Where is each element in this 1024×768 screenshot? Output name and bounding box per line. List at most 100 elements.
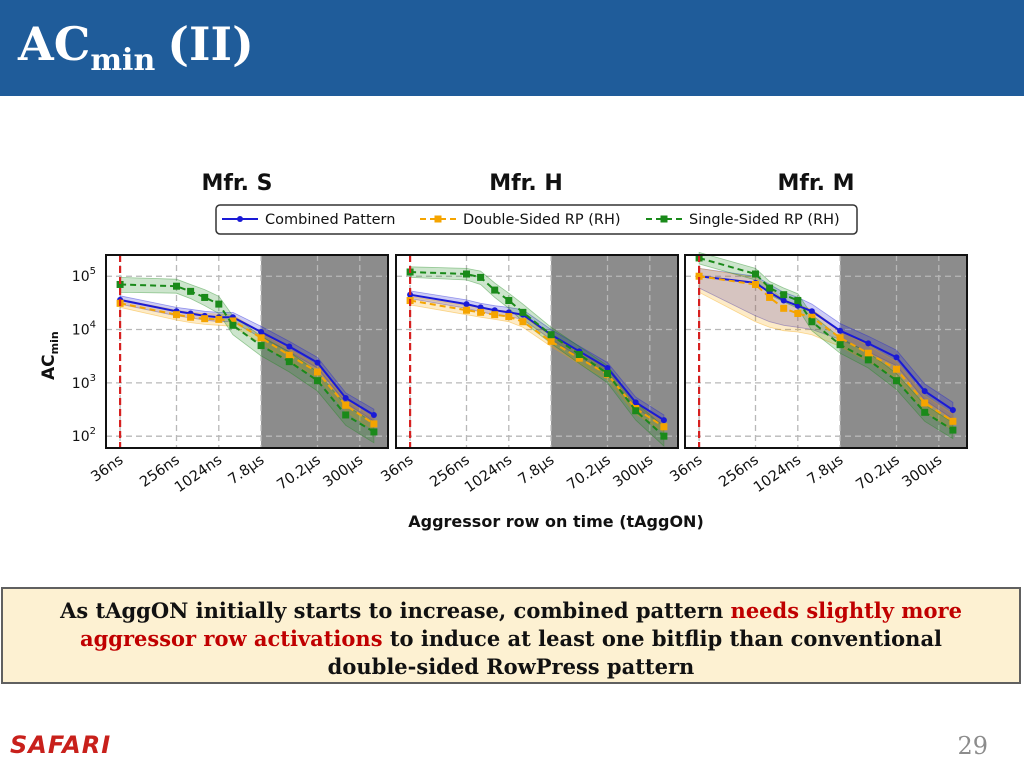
data-point bbox=[257, 334, 265, 342]
plot-frame bbox=[395, 254, 679, 449]
x-tick-label: 36ns bbox=[667, 452, 705, 485]
data-point bbox=[808, 308, 815, 315]
data-point bbox=[864, 349, 872, 357]
data-point bbox=[752, 280, 759, 288]
data-point bbox=[632, 407, 640, 415]
data-point bbox=[836, 334, 844, 342]
data-point bbox=[229, 321, 237, 329]
legend-marker bbox=[434, 215, 442, 223]
x-tick-label: 7.8μs bbox=[226, 452, 268, 488]
data-point bbox=[314, 377, 321, 385]
data-point bbox=[604, 369, 611, 377]
data-point bbox=[187, 313, 195, 321]
data-point bbox=[370, 420, 378, 428]
legend-frame bbox=[215, 204, 858, 235]
legend-label: Double-Sided RP (RH) bbox=[463, 212, 621, 228]
data-point bbox=[921, 399, 929, 407]
data-point bbox=[893, 365, 900, 373]
x-tick-label: 70.2μs bbox=[853, 452, 902, 493]
plot-frame bbox=[105, 254, 389, 449]
data-point bbox=[752, 270, 759, 278]
page-number: 29 bbox=[957, 732, 988, 760]
x-tick-label: 300μs bbox=[899, 452, 945, 491]
x-tick-label: 300μs bbox=[610, 452, 656, 491]
title-subscript: min bbox=[90, 43, 156, 78]
data-point bbox=[463, 306, 470, 314]
panel-title: Mfr. S bbox=[201, 171, 272, 196]
panel-title: Mfr. H bbox=[489, 171, 563, 196]
y-axis-label: ACmin bbox=[39, 331, 61, 380]
x-tick-label: 36ns bbox=[378, 452, 416, 485]
data-point bbox=[285, 358, 293, 366]
data-point bbox=[766, 284, 774, 292]
data-point bbox=[808, 318, 816, 326]
data-point bbox=[116, 280, 124, 288]
data-point bbox=[660, 417, 667, 424]
data-point bbox=[949, 426, 957, 434]
data-point bbox=[370, 411, 377, 418]
x-tick-label: 36ns bbox=[88, 452, 126, 485]
data-point bbox=[837, 327, 844, 334]
data-point bbox=[547, 337, 555, 345]
data-point bbox=[575, 351, 583, 359]
data-point bbox=[632, 399, 639, 406]
data-point bbox=[173, 311, 180, 319]
data-point bbox=[215, 300, 223, 308]
x-tick-label: 70.2μs bbox=[274, 452, 323, 493]
data-point bbox=[893, 354, 900, 361]
series-band bbox=[409, 266, 665, 448]
data-point bbox=[780, 291, 788, 299]
data-point bbox=[780, 297, 787, 304]
data-point bbox=[491, 286, 499, 294]
data-point bbox=[604, 364, 611, 371]
safari-logo: SAFARI bbox=[10, 731, 112, 759]
data-point bbox=[547, 331, 555, 339]
data-point bbox=[921, 388, 928, 395]
data-point bbox=[519, 308, 527, 316]
title-main: AC bbox=[18, 17, 91, 71]
data-point bbox=[766, 293, 774, 301]
data-point bbox=[519, 318, 527, 326]
data-point bbox=[780, 304, 788, 312]
data-point bbox=[865, 340, 872, 347]
data-point bbox=[342, 401, 350, 409]
data-point bbox=[695, 272, 703, 280]
y-tick-label: 103 bbox=[72, 373, 96, 392]
data-point bbox=[463, 301, 470, 308]
data-point bbox=[258, 328, 265, 335]
data-point bbox=[370, 428, 378, 436]
x-tick-label: 1024ns bbox=[751, 452, 804, 496]
data-point bbox=[505, 297, 513, 305]
title-rest: (II) bbox=[167, 17, 254, 71]
data-point bbox=[477, 308, 485, 316]
callout-box: As tAggON initially starts to increase, … bbox=[1, 587, 1021, 684]
data-point bbox=[836, 341, 844, 349]
data-point bbox=[187, 287, 195, 295]
data-point bbox=[660, 432, 668, 440]
data-point bbox=[342, 411, 350, 419]
data-point bbox=[201, 293, 209, 301]
x-tick-label: 1024ns bbox=[462, 452, 515, 496]
data-point bbox=[794, 309, 802, 317]
data-point bbox=[660, 423, 668, 431]
x-tick-label: 1024ns bbox=[172, 452, 225, 496]
data-point bbox=[285, 351, 293, 359]
y-tick-label: 104 bbox=[72, 320, 96, 339]
x-tick-label: 300μs bbox=[320, 452, 366, 491]
series-band bbox=[698, 251, 954, 440]
x-tick-label: 70.2μs bbox=[564, 452, 613, 493]
callout-highlight: needs slightly more aggressor row activa… bbox=[79, 598, 962, 651]
data-point bbox=[864, 356, 872, 364]
plot-frame bbox=[684, 254, 968, 449]
data-point bbox=[808, 313, 816, 321]
data-point bbox=[921, 408, 929, 416]
data-point bbox=[794, 297, 802, 305]
x-axis-label: Aggressor row on time (tAggON) bbox=[408, 512, 704, 531]
data-point bbox=[949, 406, 956, 413]
x-tick-label: 7.8μs bbox=[805, 452, 847, 488]
data-point bbox=[477, 273, 485, 281]
data-point bbox=[505, 313, 513, 321]
